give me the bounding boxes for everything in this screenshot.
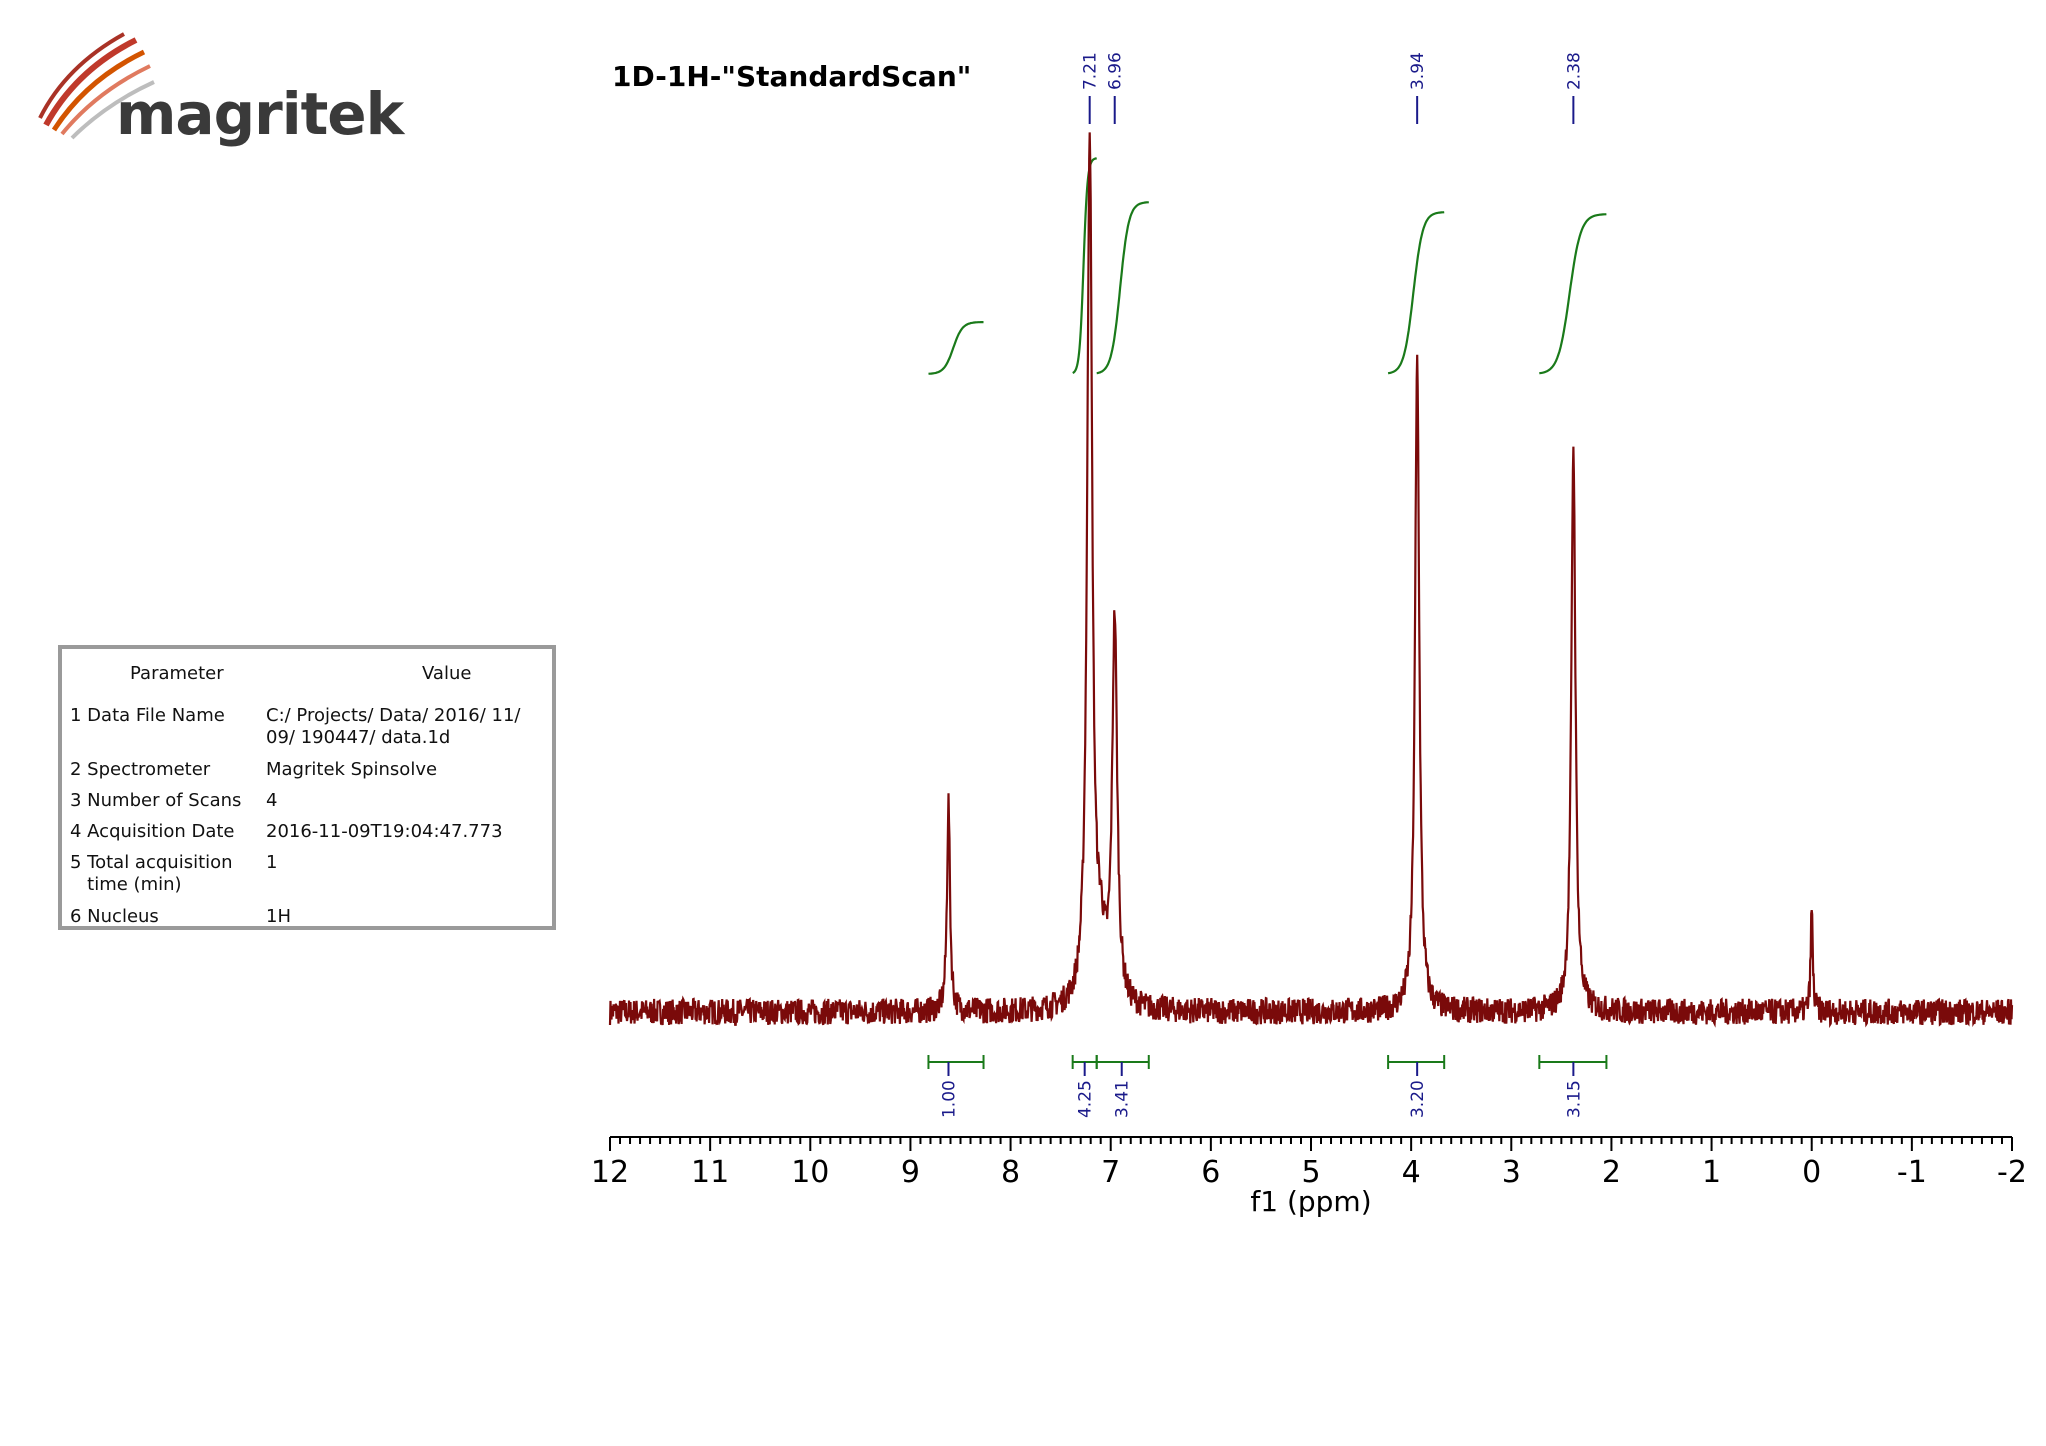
x-tick-label: -2 [1997, 1155, 2027, 1190]
peak-label: 3.94 [1408, 52, 1428, 90]
param-name: 1 Data File Name [70, 705, 225, 726]
integral-label: 3.41 [1113, 1080, 1133, 1118]
integral-label: 1.00 [939, 1080, 959, 1118]
integral-label: 4.25 [1076, 1080, 1096, 1118]
x-tick-label: 9 [901, 1155, 920, 1190]
integral-curve [1072, 157, 1097, 374]
x-tick-label: 4 [1402, 1155, 1421, 1190]
param-name: 3 Number of Scans [70, 790, 242, 811]
integral-curve [1387, 211, 1445, 375]
logo-text: magritek [116, 80, 404, 148]
x-tick-label: 8 [1001, 1155, 1020, 1190]
peak-label: 2.38 [1564, 52, 1584, 90]
param-name: 4 Acquisition Date [70, 821, 235, 842]
x-tick-label: -1 [1897, 1155, 1927, 1190]
parameter-header: Parameter [130, 663, 224, 684]
x-axis: 12 11 10 9 8 7 6 5 4 3 2 1 0 -1 -2 [591, 1136, 2027, 1190]
param-name: time (min) [70, 874, 182, 895]
x-tick-label: 12 [591, 1155, 629, 1190]
peak-label: 7.21 [1081, 52, 1101, 90]
integral-curve [928, 321, 984, 375]
x-tick-label: 2 [1602, 1155, 1621, 1190]
x-tick-label: 6 [1201, 1155, 1220, 1190]
param-name: 2 Spectrometer [70, 759, 211, 780]
spectrum-line [608, 132, 2014, 1029]
peak-labels: 7.21 6.96 3.94 2.38 [1081, 52, 1584, 124]
param-name: 6 Nucleus [70, 906, 159, 927]
x-tick-label: 0 [1802, 1155, 1821, 1190]
x-tick-label: 3 [1502, 1155, 1521, 1190]
integral-curve [1096, 201, 1149, 375]
magritek-logo: magritek [36, 30, 404, 150]
value-header: Value [422, 663, 472, 684]
logo-swoosh-icon [38, 32, 155, 140]
x-tick-label: 11 [691, 1155, 729, 1190]
param-value: 2016-11-09T19:04:47.773 [266, 821, 503, 842]
x-tick-label: 10 [791, 1155, 829, 1190]
param-value: 1H [266, 906, 291, 927]
chart-title: 1D-1H-"StandardScan" [612, 60, 971, 93]
integral-label: 3.20 [1408, 1080, 1428, 1118]
param-value: Magritek Spinsolve [266, 759, 438, 780]
integral-curves [928, 157, 1607, 375]
param-value: C:/ Projects/ Data/ 2016/ 11/ [266, 705, 521, 726]
x-tick-label: 5 [1301, 1155, 1320, 1190]
peak-label: 6.96 [1106, 52, 1126, 90]
x-tick-label: 7 [1101, 1155, 1120, 1190]
parameter-table: Parameter Value 1 Data File Name C:/ Pro… [58, 645, 556, 930]
param-value: 4 [266, 790, 278, 811]
param-name: 5 Total acquisition [70, 852, 233, 873]
param-value: 1 [266, 852, 278, 873]
x-axis-title: f1 (ppm) [1250, 1185, 1371, 1218]
integral-bars: 1.00 4.25 3.41 3.20 3.15 [927, 1055, 1608, 1118]
x-tick-label: 1 [1702, 1155, 1721, 1190]
param-value: 09/ 190447/ data.1d [266, 727, 451, 748]
integral-curve [1539, 213, 1607, 375]
integral-label: 3.15 [1564, 1080, 1584, 1118]
